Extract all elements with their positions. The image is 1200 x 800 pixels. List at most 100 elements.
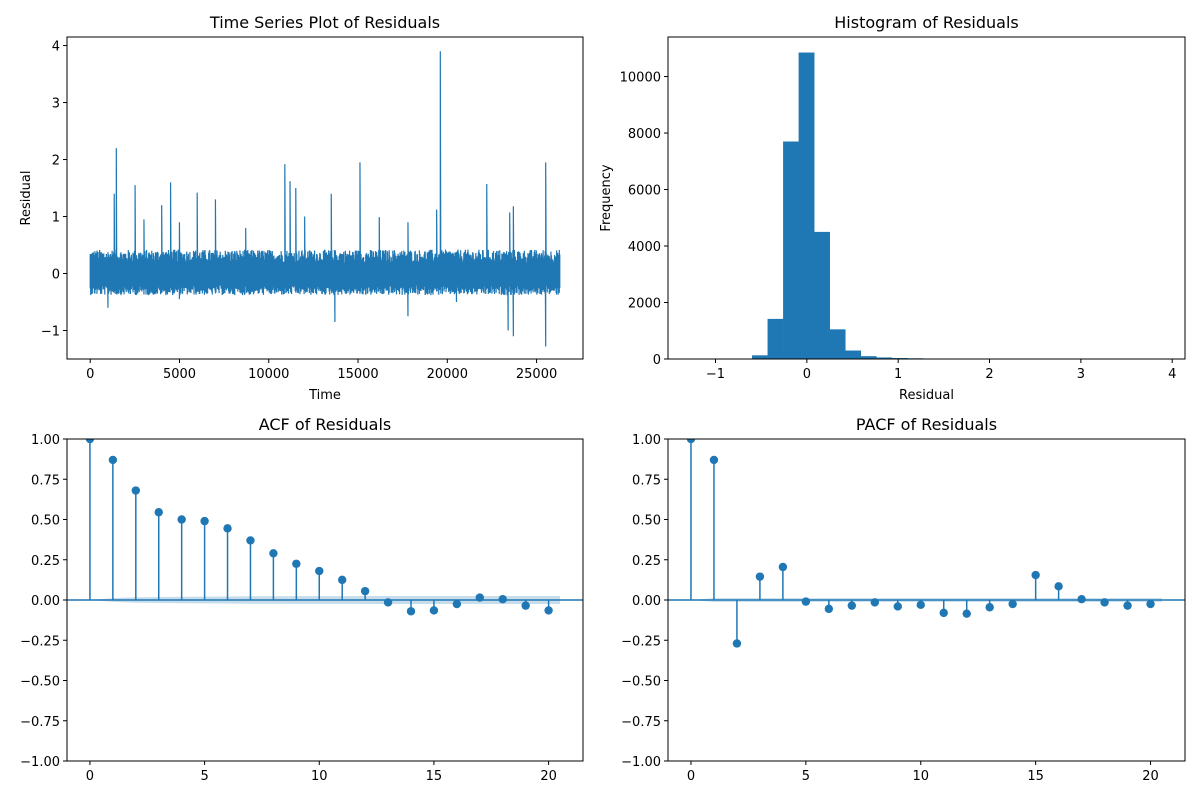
y-tick-label: 0.50 [632,514,661,529]
stem-marker [801,597,811,606]
y-tick-label: −1 [41,325,60,340]
stem-marker [338,575,347,585]
x-tick-label: 4 [1168,367,1176,382]
stem-marker [269,549,278,558]
chart-title: Histogram of Residuals [834,13,1019,32]
histogram-bar [845,350,862,359]
histogram-bar [829,329,846,359]
stem-marker [406,607,416,616]
y-tick-label: 2 [52,154,60,169]
y-tick-label: 0 [653,353,661,368]
chart-title: Time Series Plot of Residuals [209,13,440,32]
y-tick-label: 1.00 [31,433,60,448]
stem-marker [893,602,902,611]
y-tick-label: −1.00 [621,755,661,770]
stem-marker [177,515,186,524]
x-tick-label: 1 [894,367,902,382]
x-tick-label: 10 [912,769,929,784]
stem-marker [1146,599,1155,609]
histogram-bar [798,52,815,359]
y-tick-label: −0.50 [621,675,661,690]
x-tick-label: 3 [1077,367,1085,382]
stem-marker [429,606,439,615]
histogram-bar [783,141,799,359]
y-tick-label: 6000 [628,184,661,199]
y-axis-label: Frequency [599,164,614,231]
stem-marker [1008,599,1017,609]
stem-marker [847,601,857,610]
plot-area [67,439,583,616]
y-tick-label: 0.25 [31,554,60,569]
stem-marker [200,516,209,526]
x-axis-label: Time [308,388,341,403]
stem-marker [223,524,232,533]
y-tick-label: 0.75 [31,473,60,488]
x-tick-label: 0 [803,367,811,382]
stem-marker [824,604,834,614]
stem-marker [732,639,742,648]
stem-marker [498,594,507,604]
y-tick-label: 0.25 [632,554,661,569]
axes-frame [66,438,584,762]
chart-title: PACF of Residuals [856,415,997,434]
x-tick-label: 5000 [163,367,196,382]
stem-marker [475,593,484,602]
y-tick-label: 4000 [628,240,661,255]
axes-frame [667,36,1186,360]
y-tick-label: 3 [52,97,60,112]
stem-marker [452,599,462,609]
y-tick-label: 1 [52,211,60,226]
residual-series-line [89,51,561,347]
x-tick-label: 15000 [337,367,378,382]
x-tick-label: 0 [86,367,94,382]
stem-marker [521,601,530,610]
stem-marker [1031,570,1040,580]
x-tick-label: 5 [802,769,810,784]
stem-marker [360,586,370,596]
histogram-bar [860,356,877,359]
x-tick-label: 20 [1142,769,1159,784]
stem-marker [383,598,393,607]
stem-marker [85,439,95,444]
axes-frame [66,36,584,360]
y-tick-label: 8000 [628,127,661,142]
stem-marker [755,572,765,581]
time-series-panel: 0 5000 10000 15000 20000 25000 −1 0 1 2 3 4 Time Ser… [19,13,584,403]
x-tick-label: 0 [687,769,695,784]
y-tick-label: −0.25 [20,634,60,649]
histogram-bar [767,318,784,359]
stem-marker [1123,601,1132,610]
y-tick-label: 0.00 [31,594,60,609]
x-tick-label: 5 [200,769,208,784]
plot-area [89,51,561,347]
stem-marker [985,603,994,612]
x-tick-label: 10000 [248,367,289,382]
y-axis-label: Residual [19,171,34,226]
stem-marker [292,559,301,568]
y-tick-label: −0.75 [20,715,60,730]
pacf-panel: 0 5 10 15 20 −1.00 −0.75 −0.50 −0.25 0.00 0.25 0.50… [621,415,1186,784]
y-tick-label: 0.50 [31,514,60,529]
stem-marker [131,486,140,495]
x-tick-label: 15 [1027,769,1044,784]
y-tick-label: 0.75 [632,473,661,488]
stem-marker [315,566,324,576]
stem-marker [870,598,879,607]
x-tick-label: 10 [311,769,328,784]
stem-marker [686,439,696,444]
x-tick-label: 25000 [516,367,557,382]
histogram-bar [876,357,893,359]
y-tick-label: 0.00 [632,594,661,609]
y-tick-label: 2000 [628,297,661,312]
x-tick-label: 20000 [427,367,468,382]
y-tick-label: 1.00 [632,433,661,448]
y-tick-label: −0.50 [20,675,60,690]
chart-title: ACF of Residuals [259,415,392,434]
x-tick-label: 0 [86,769,94,784]
y-tick-label: 4 [52,40,60,55]
stem-marker [962,609,971,618]
y-tick-label: −1.00 [20,755,60,770]
stem-marker [108,455,118,465]
x-tick-label: 20 [540,769,557,784]
histogram-panel: −1 0 1 2 3 4 0 2000 4000 6000 8000 10000 Histogram o… [599,13,1186,403]
